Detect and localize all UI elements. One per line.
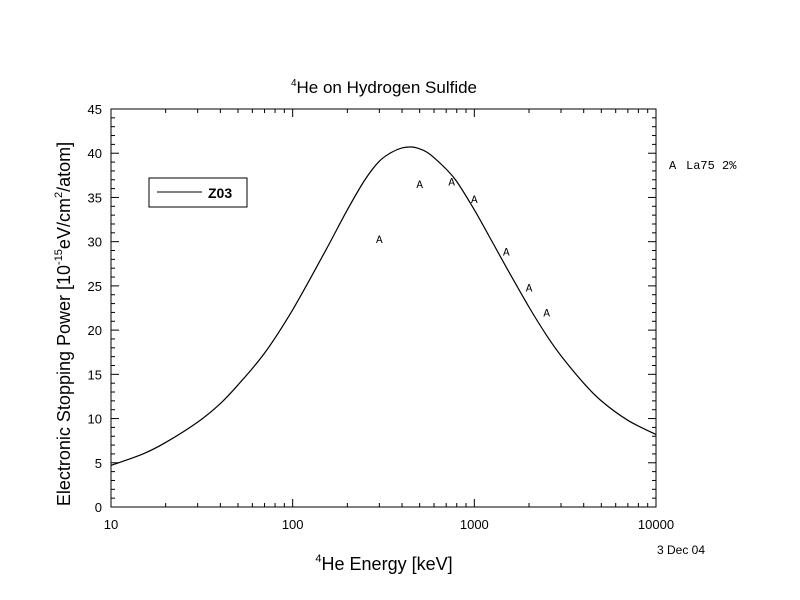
chart-title-sup: 4 [291,78,297,89]
y-axis-label-mid: eV/cm [54,198,74,249]
x-tick-label: 100 [282,517,304,532]
chart-title-text: He on Hydrogen Sulfide [297,78,478,97]
x-tick-label: 10000 [638,517,674,532]
x-axis-tick-labels: 10 100 1000 10000 [104,517,674,532]
x-tick-label: 10 [104,517,118,532]
x-axis-label-text: He Energy [keV] [322,554,453,574]
y-tick-label: 10 [88,412,102,427]
y-tick-label: 25 [88,279,102,294]
data-point-la75: A [471,195,478,207]
data-point-la75: A [526,284,533,296]
data-point-la75: A [503,247,510,259]
y-axis-tick-labels: 0 5 10 15 20 25 30 35 40 45 [88,102,102,515]
side-legend: A La75 2% [669,159,737,173]
side-legend-marker: A [669,159,677,173]
y-axis-label-sup2: 2 [53,192,65,198]
y-tick-label: 45 [88,102,102,117]
y-tick-label: 40 [88,146,102,161]
data-point-la75: A [543,308,550,320]
x-axis-ticks [110,109,657,507]
date-stamp: 3 Dec 04 [657,543,705,557]
y-tick-label: 35 [88,190,102,205]
y-tick-label: 0 [95,500,102,515]
data-point-la75: A [376,235,383,247]
x-tick-label: 1000 [460,517,489,532]
legend-label-z03: Z03 [208,185,232,201]
y-tick-label: 15 [88,367,102,382]
y-tick-label: 30 [88,235,102,250]
y-axis-label-post: /atom] [54,142,74,192]
data-point-la75: A [416,180,423,192]
y-axis-label-pre: Electronic Stopping Power [10 [54,265,74,506]
y-axis-label-sup1: -15 [53,249,65,265]
y-axis-label: Electronic Stopping Power [10-15eV/cm2/a… [53,142,74,506]
side-legend-label: La75 2% [686,159,737,173]
series-z03 [110,146,657,466]
y-axis-ticks [111,108,656,508]
y-tick-label: 20 [88,323,102,338]
legend: Z03 [148,177,248,208]
series-z03-line [110,146,657,466]
x-axis-label-sup: 4 [315,553,321,565]
plot-frame [110,108,657,508]
x-axis-label: 4He Energy [keV] [315,553,452,574]
data-point-la75: A [448,178,455,190]
y-tick-label: 5 [95,456,102,471]
chart-title: 4He on Hydrogen Sulfide [291,78,477,97]
